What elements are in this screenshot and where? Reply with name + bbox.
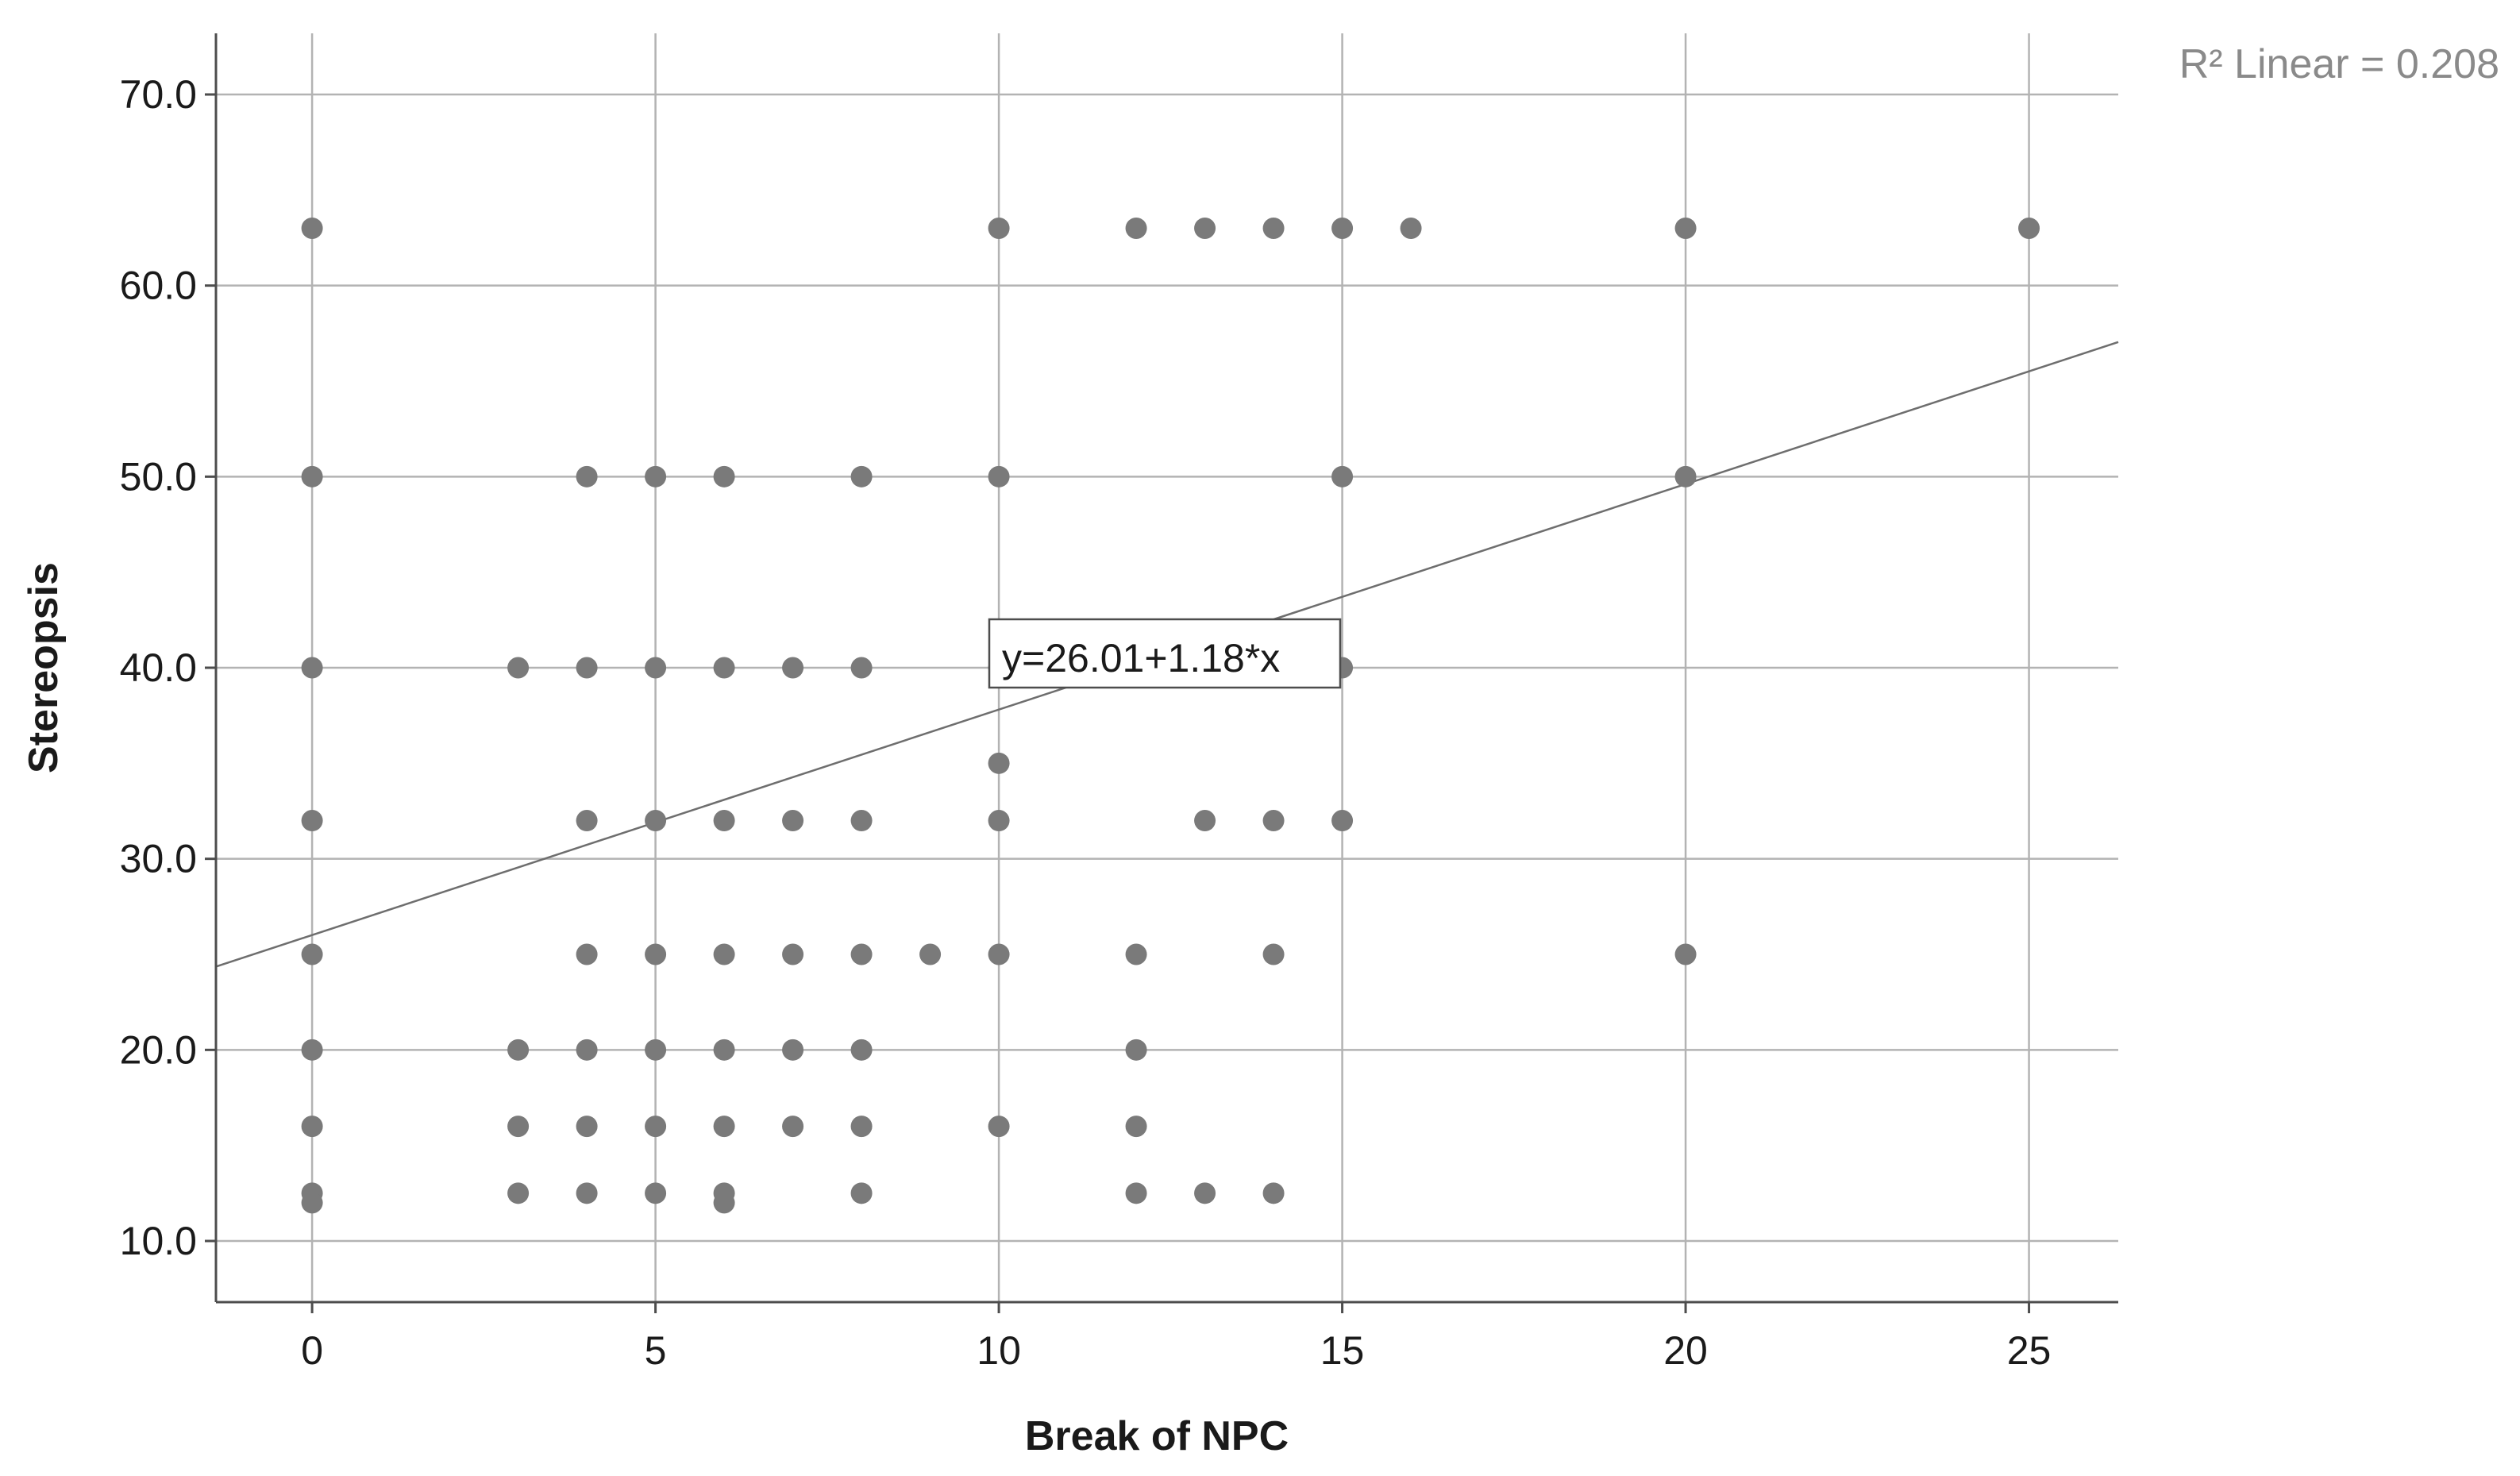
data-point: [645, 1182, 667, 1204]
x-axis-ticks: 0 5 10 15 20 25: [301, 1302, 2051, 1373]
data-point: [301, 657, 323, 679]
data-point: [988, 752, 1010, 774]
data-point: [850, 657, 873, 679]
data-point: [782, 657, 804, 679]
r-squared-label: R² Linear = 0.208: [2179, 41, 2499, 87]
data-point: [507, 1039, 530, 1061]
data-point: [645, 1039, 667, 1061]
data-point: [507, 657, 530, 679]
data-point: [1262, 1182, 1285, 1204]
x-tick-label: 20: [1663, 1328, 1708, 1373]
data-point: [782, 943, 804, 965]
data-point: [576, 943, 598, 965]
data-point: [1125, 1116, 1147, 1138]
data-point: [645, 465, 667, 488]
data-point: [1194, 810, 1216, 832]
data-point: [850, 1182, 873, 1204]
y-axis-ticks: 10.0 20.0 30.0 40.0 50.0 60.0 70.0: [120, 72, 216, 1263]
data-point: [576, 1116, 598, 1138]
data-point: [850, 1039, 873, 1061]
data-point: [1194, 217, 1216, 239]
data-point: [713, 1116, 735, 1138]
data-point: [507, 1182, 530, 1204]
data-point: [1674, 943, 1697, 965]
data-point: [988, 943, 1010, 965]
x-tick-label: 10: [977, 1328, 1021, 1373]
data-point: [1125, 1039, 1147, 1061]
data-point: [713, 465, 735, 488]
data-point: [850, 943, 873, 965]
data-point: [988, 1116, 1010, 1138]
data-point: [850, 810, 873, 832]
data-point: [645, 657, 667, 679]
y-tick-label: 70.0: [120, 72, 197, 117]
data-point: [1331, 465, 1354, 488]
x-tick-label: 0: [301, 1328, 323, 1373]
data-point: [301, 943, 323, 965]
data-point: [782, 1116, 804, 1138]
data-point: [301, 1116, 323, 1138]
data-point: [645, 943, 667, 965]
data-point: [1674, 217, 1697, 239]
x-tick-label: 5: [645, 1328, 667, 1373]
data-point: [919, 943, 942, 965]
data-point: [713, 943, 735, 965]
y-tick-label: 20.0: [120, 1027, 197, 1072]
data-point: [988, 810, 1010, 832]
data-point: [713, 810, 735, 832]
data-point: [1194, 1182, 1216, 1204]
data-point: [1262, 810, 1285, 832]
data-point: [850, 1116, 873, 1138]
x-tick-label: 15: [1320, 1328, 1365, 1373]
data-point: [301, 1192, 323, 1214]
data-point: [645, 1116, 667, 1138]
data-point: [507, 1116, 530, 1138]
data-point: [1125, 943, 1147, 965]
gridlines: [216, 33, 2118, 1302]
data-point: [713, 1039, 735, 1061]
data-point: [1331, 217, 1354, 239]
data-point: [645, 810, 667, 832]
data-point: [301, 465, 323, 488]
y-axis-title: Stereopsis: [21, 562, 67, 773]
data-point: [782, 1039, 804, 1061]
data-point: [988, 465, 1010, 488]
x-tick-label: 25: [2007, 1328, 2052, 1373]
equation-label: y=26.01+1.18*x: [1002, 636, 1280, 680]
data-point: [301, 1039, 323, 1061]
data-point: [1674, 465, 1697, 488]
data-point: [301, 810, 323, 832]
data-point: [1125, 1182, 1147, 1204]
data-point: [850, 465, 873, 488]
y-tick-label: 10.0: [120, 1219, 197, 1263]
equation-annotation: y=26.01+1.18*x: [988, 618, 1342, 689]
data-point: [576, 810, 598, 832]
data-point: [713, 1192, 735, 1214]
data-point: [576, 1039, 598, 1061]
data-point: [1400, 217, 1422, 239]
equation-box: [988, 618, 1342, 689]
data-point: [1331, 810, 1354, 832]
data-point: [301, 217, 323, 239]
data-point: [576, 1182, 598, 1204]
data-point: [1125, 217, 1147, 239]
data-point: [1262, 943, 1285, 965]
data-point: [2018, 217, 2040, 239]
y-tick-label: 60.0: [120, 264, 197, 308]
data-point: [713, 657, 735, 679]
data-point: [988, 217, 1010, 239]
data-point: [576, 657, 598, 679]
y-tick-label: 30.0: [120, 837, 197, 881]
data-point: [1262, 217, 1285, 239]
y-tick-label: 40.0: [120, 646, 197, 690]
x-axis-title: Break of NPC: [1025, 1413, 1289, 1459]
data-points: [301, 217, 2040, 1214]
data-point: [782, 810, 804, 832]
y-tick-label: 50.0: [120, 454, 197, 499]
data-point: [576, 465, 598, 488]
